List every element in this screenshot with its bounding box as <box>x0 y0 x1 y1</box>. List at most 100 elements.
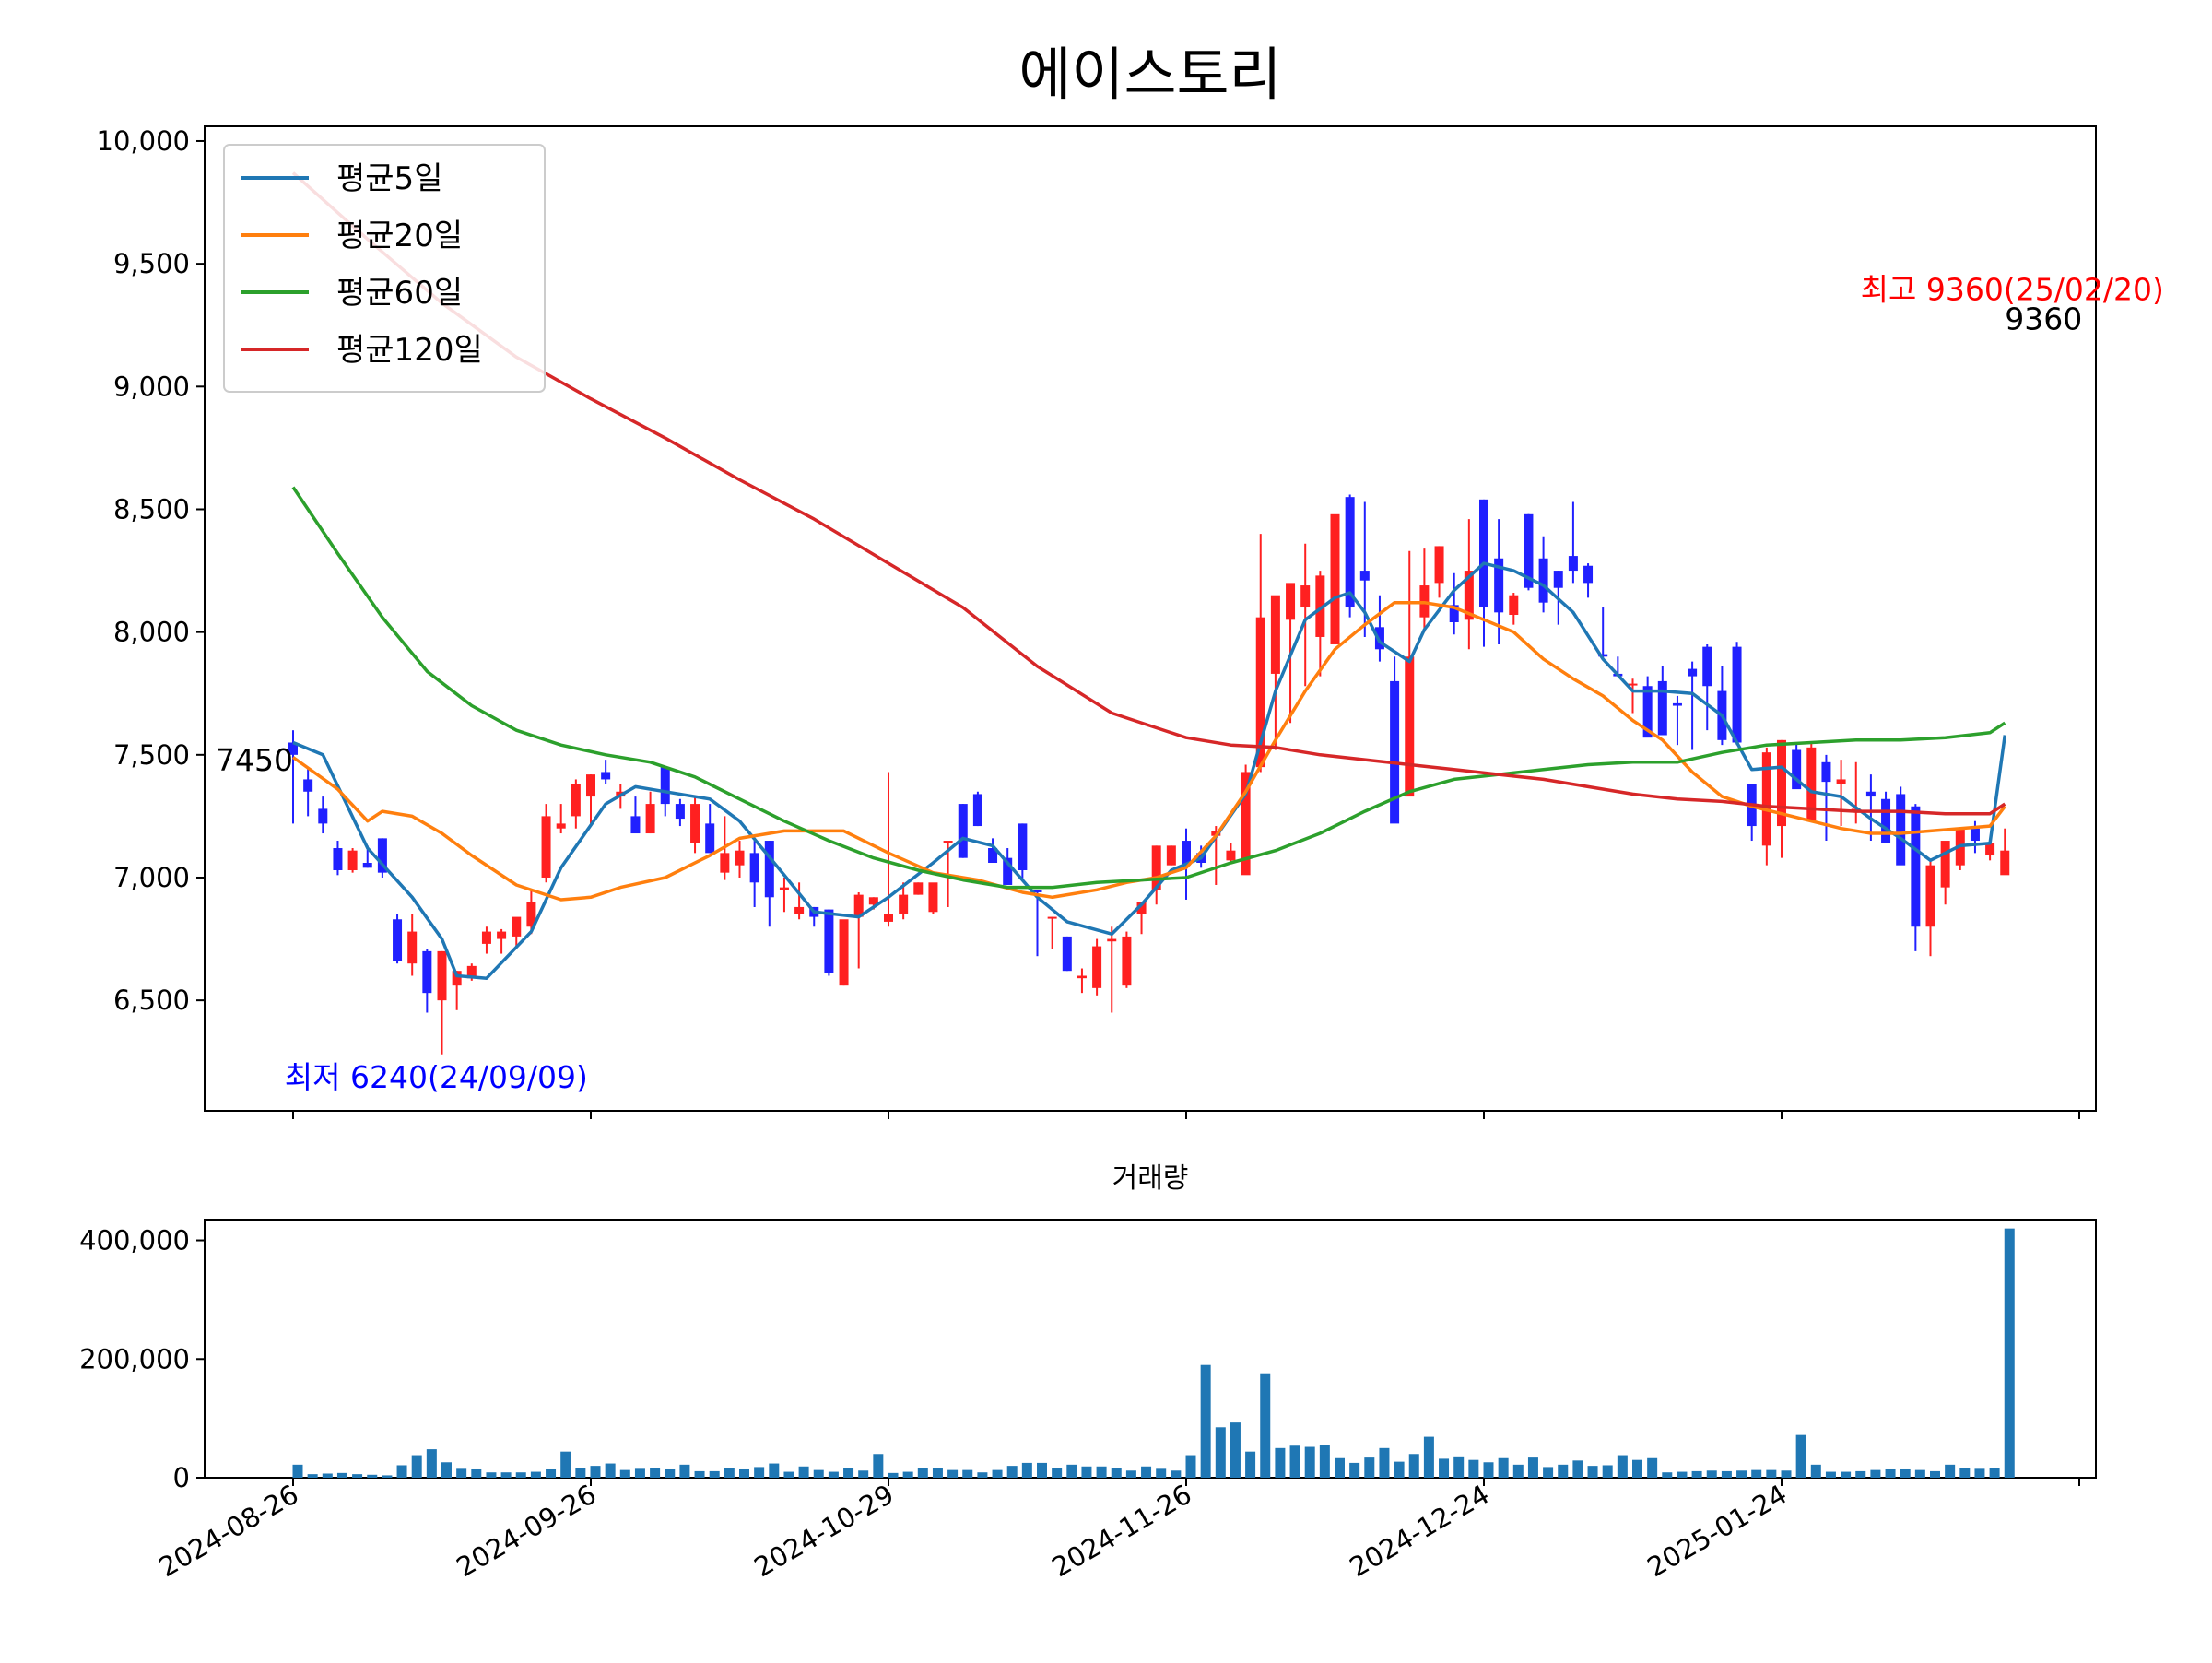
candle <box>1390 656 1400 824</box>
candle <box>1226 843 1236 864</box>
volume-bar <box>888 1472 899 1478</box>
candle <box>749 841 759 907</box>
legend-box <box>223 144 546 393</box>
candle-body <box>288 742 298 755</box>
candle-body <box>988 848 998 864</box>
volume-bar <box>1543 1467 1554 1478</box>
candle-body <box>913 882 924 895</box>
volume-bar <box>650 1468 661 1478</box>
volume-bar <box>1841 1471 1852 1478</box>
candle-body <box>377 838 387 873</box>
volume-bar <box>1825 1471 1836 1478</box>
candle-body <box>333 848 343 870</box>
candle-body <box>1062 936 1072 972</box>
candle-body <box>1553 571 1563 588</box>
candle-body <box>1911 806 1921 927</box>
candle <box>1241 764 1251 876</box>
candle <box>1538 536 1548 613</box>
candle-body <box>779 887 789 890</box>
candle <box>1985 843 1995 861</box>
candle-body <box>853 894 864 917</box>
candle <box>1509 593 1519 625</box>
candle <box>1434 546 1444 598</box>
candle <box>1598 607 1608 659</box>
candle-body <box>1940 841 1950 888</box>
candle-body <box>1286 583 1296 620</box>
legend-label: 평균60일 <box>336 275 463 312</box>
candle <box>1568 501 1578 584</box>
volume-bar <box>307 1474 318 1478</box>
volume-bar <box>1185 1455 1196 1478</box>
volume-bar <box>441 1462 452 1478</box>
candle-body <box>1182 841 1191 866</box>
candle-body <box>601 772 611 780</box>
candle-body <box>705 823 715 854</box>
candle <box>1122 931 1132 988</box>
volume-bar <box>560 1451 571 1478</box>
candle <box>1747 784 1757 842</box>
volume-bar <box>1021 1462 1032 1478</box>
volume-bar <box>1989 1468 2000 1478</box>
volume-bar <box>1945 1464 1956 1478</box>
candle <box>913 882 924 895</box>
candle-body <box>1300 585 1311 608</box>
candle <box>630 796 641 834</box>
candle <box>1896 786 1906 866</box>
candle <box>1836 760 1846 827</box>
candle <box>318 796 328 834</box>
candle <box>437 950 447 1055</box>
candle <box>422 949 432 1013</box>
candle-body <box>393 919 403 961</box>
ma-line-ma5 <box>292 561 2007 980</box>
price-y-tick-label: 8,500 <box>113 493 190 525</box>
volume-bar <box>1439 1458 1450 1478</box>
volume-bar <box>634 1468 645 1478</box>
candle <box>1270 595 1280 750</box>
x-tick-label: 2024-12-24 <box>1345 1479 1495 1584</box>
candle <box>541 804 551 883</box>
candle <box>333 841 343 876</box>
candle-body <box>1925 865 1936 927</box>
candle <box>1315 571 1325 677</box>
candle-body <box>884 914 893 922</box>
candle <box>1777 739 1786 858</box>
candle <box>377 838 387 878</box>
chart-title: 에이스토리 <box>1018 41 1281 108</box>
candle-body <box>1092 946 1102 988</box>
candle <box>1032 890 1042 957</box>
candle-body <box>1732 646 1742 743</box>
volume-bar <box>843 1468 854 1478</box>
candle <box>1107 926 1117 1013</box>
x-tick-label: 2024-10-29 <box>749 1479 900 1584</box>
volume-bar <box>1006 1466 1018 1478</box>
candle-body <box>347 850 358 870</box>
volume-bar <box>411 1455 422 1478</box>
volume-bar <box>1364 1457 1375 1478</box>
volume-bar <box>1900 1468 1911 1478</box>
candle <box>1821 754 1831 842</box>
candle-body <box>1583 565 1594 584</box>
legend-entry: 평균60일 <box>241 275 463 312</box>
volume-bar <box>575 1468 586 1478</box>
candle <box>824 909 834 976</box>
price-axes-frame <box>204 125 2097 1112</box>
volume-bar <box>1810 1464 1821 1478</box>
candle <box>884 772 893 927</box>
low-price-annotation: 최저 6240(24/09/09) <box>285 1059 588 1095</box>
volume-bar <box>396 1465 407 1478</box>
candle-body <box>1761 752 1771 846</box>
volume-bar <box>1781 1470 1792 1478</box>
candle-body <box>481 931 491 944</box>
candle <box>972 791 982 827</box>
candle-body <box>928 882 938 913</box>
candle <box>1925 860 1936 957</box>
volume-bar <box>769 1463 780 1478</box>
candle-body <box>1018 823 1028 870</box>
candle <box>853 891 864 969</box>
candle-body <box>972 794 982 827</box>
candle <box>1092 938 1102 996</box>
volume-bar <box>456 1468 467 1478</box>
candle <box>1702 643 1712 731</box>
volume-bar <box>471 1468 482 1478</box>
volume-bar <box>590 1466 601 1478</box>
